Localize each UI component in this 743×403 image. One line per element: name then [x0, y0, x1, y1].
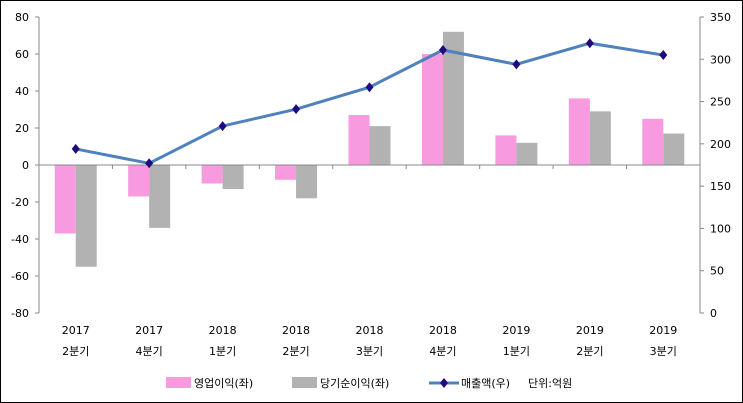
- x-tick-label-quarter: 4분기: [136, 345, 163, 358]
- bar-net-income: [75, 165, 97, 267]
- legend-label-net-income: 당기순이익(좌): [320, 377, 389, 390]
- bar-net-income: [442, 31, 464, 165]
- x-tick-label-quarter: 4분기: [429, 345, 456, 358]
- left-tick-label: -80: [11, 307, 29, 320]
- bar-operating-profit: [348, 115, 370, 165]
- bar-operating-profit: [128, 165, 150, 197]
- right-tick-label: 300: [710, 53, 731, 66]
- left-tick-label: -40: [11, 233, 29, 246]
- right-tick-label: 200: [710, 138, 731, 151]
- revenue-marker: [438, 44, 447, 55]
- revenue-marker: [292, 104, 301, 115]
- x-tick-label-year: 2019: [502, 324, 530, 337]
- right-tick-label: 350: [710, 11, 731, 24]
- bar-operating-profit: [568, 98, 590, 165]
- revenue-marker: [365, 82, 374, 93]
- bar-operating-profit: [421, 54, 443, 165]
- bar-operating-profit: [54, 165, 76, 234]
- x-tick-label-year: 2018: [209, 324, 237, 337]
- x-tick-label-year: 2018: [282, 324, 310, 337]
- bar-operating-profit: [495, 135, 517, 165]
- left-tick-label: -20: [11, 196, 29, 209]
- x-tick-label-quarter: 3분기: [650, 345, 677, 358]
- legend-label-operating-profit: 영업이익(좌): [194, 377, 253, 390]
- x-tick-label-quarter: 1분기: [209, 345, 236, 358]
- left-tick-label: 20: [15, 122, 29, 135]
- left-tick-label: 80: [15, 11, 29, 24]
- bar-net-income: [516, 142, 538, 165]
- x-tick-label-year: 2019: [576, 324, 604, 337]
- bar-net-income: [222, 165, 244, 190]
- right-tick-label: 250: [710, 96, 731, 109]
- legend-label-revenue: 매출액(우): [461, 377, 510, 390]
- x-tick-label-year: 2017: [62, 324, 90, 337]
- left-tick-label: 0: [22, 159, 29, 172]
- x-tick-label-quarter: 1분기: [503, 345, 530, 358]
- left-tick-label: 60: [15, 48, 29, 61]
- left-tick-label: 40: [15, 85, 29, 98]
- x-tick-label-quarter: 2분기: [576, 345, 603, 358]
- bar-net-income: [149, 165, 171, 228]
- revenue-marker: [218, 121, 227, 132]
- x-tick-label-year: 2019: [649, 324, 677, 337]
- legend-swatch-operating-profit: [166, 377, 191, 388]
- revenue-marker: [145, 158, 154, 169]
- x-tick-label-year: 2018: [356, 324, 384, 337]
- bar-net-income: [663, 133, 685, 165]
- unit-note: 단위:억원: [528, 377, 572, 390]
- x-tick-label-quarter: 3분기: [356, 345, 383, 358]
- x-tick-label-year: 2018: [429, 324, 457, 337]
- bar-operating-profit: [201, 165, 223, 184]
- bar-net-income: [369, 126, 391, 165]
- bar-net-income: [296, 165, 318, 199]
- x-tick-label-quarter: 2분기: [62, 345, 89, 358]
- revenue-marker: [659, 50, 668, 61]
- bar-operating-profit: [275, 165, 297, 180]
- x-tick-label-year: 2017: [135, 324, 163, 337]
- bar-net-income: [589, 111, 611, 165]
- x-tick-label-quarter: 2분기: [282, 345, 309, 358]
- right-tick-label: 150: [710, 180, 731, 193]
- revenue-marker: [585, 38, 594, 49]
- right-tick-label: 50: [710, 265, 724, 278]
- right-tick-label: 0: [710, 307, 717, 320]
- legend-marker-revenue: [440, 378, 448, 388]
- legend-swatch-net-income: [292, 377, 317, 388]
- revenue-marker: [71, 143, 80, 154]
- right-tick-label: 100: [710, 222, 731, 235]
- revenue-marker: [512, 59, 521, 70]
- bar-operating-profit: [642, 118, 664, 165]
- left-tick-label: -60: [11, 270, 29, 283]
